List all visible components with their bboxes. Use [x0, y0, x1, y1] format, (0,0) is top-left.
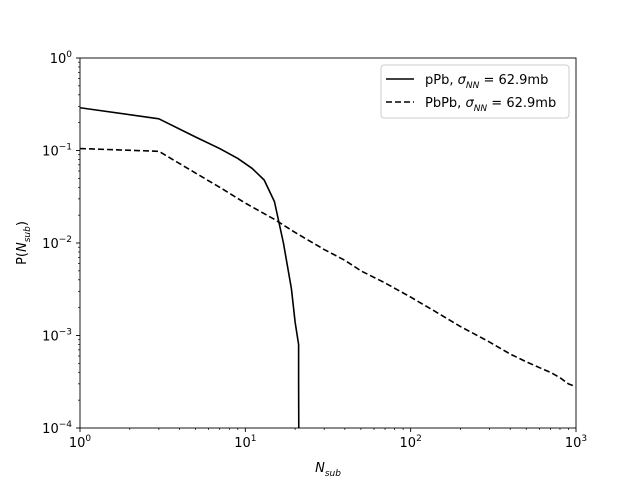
legend-label-ppb: pPb, σNN = 62.9mb [425, 73, 548, 91]
y-tick-label: 10−1 [42, 143, 72, 160]
plot-area [80, 106, 576, 428]
y-tick-label: 10−3 [42, 328, 72, 345]
x-axis-label: Nsub [315, 461, 341, 479]
axes: 100 101 102 103 10−4 10−3 10−2 10−1 100 Nsub P(Nsu… [15, 50, 587, 479]
y-tick-label: 10−4 [42, 420, 72, 437]
x-tick-label: 101 [234, 434, 256, 451]
y-axis-label: P(Nsub) [15, 221, 33, 265]
legend-label-pbpb: PbPb, σNN = 62.9mb [425, 96, 556, 114]
x-tick-label: 100 [69, 434, 92, 451]
y-tick-label: 100 [50, 50, 73, 67]
legend: pPb, σNN = 62.9mb PbPb, σNN = 62.9mb [380, 64, 570, 119]
y-tick-label: 10−2 [42, 235, 72, 252]
series-line-pbpb [80, 147, 576, 388]
x-tick-label: 103 [565, 434, 587, 451]
series-line-ppb [80, 106, 300, 428]
legend-box [380, 64, 570, 119]
x-tick-label: 102 [400, 434, 422, 451]
